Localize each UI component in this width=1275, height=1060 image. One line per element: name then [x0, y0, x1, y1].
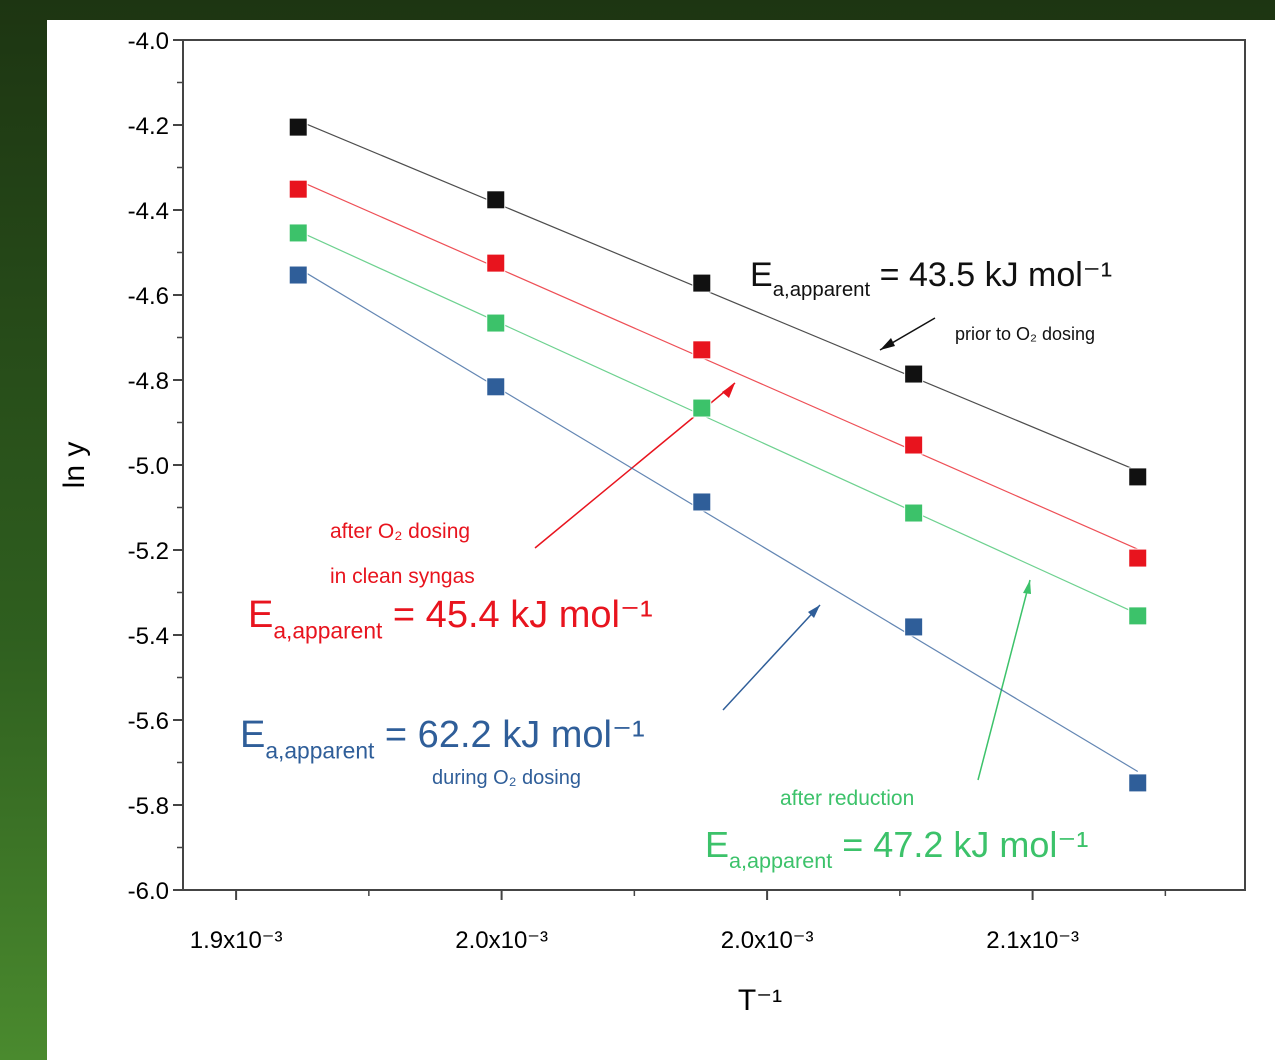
data-point [288, 117, 308, 137]
annotation-part: during O₂ dosing [432, 767, 581, 789]
annotation: Ea,apparent = 43.5 kJ mol⁻¹ [750, 256, 1112, 301]
annotation-part: = 43.5 kJ mol⁻¹ [870, 256, 1112, 294]
arrowhead [808, 605, 820, 618]
annotation-part: E [750, 256, 773, 294]
data-point [692, 273, 712, 293]
annotation: after reduction [780, 787, 914, 810]
annotation: Ea,apparent = 45.4 kJ mol⁻¹ [248, 594, 653, 643]
chart-panel [47, 20, 1275, 1060]
data-point [486, 377, 506, 397]
annotation: Ea,apparent = 62.2 kJ mol⁻¹ [240, 714, 645, 763]
y-tick-label: -4.0 [128, 28, 169, 55]
data-point [1128, 467, 1148, 487]
annotation-subscript: a,apparent [265, 737, 375, 763]
annotation: Ea,apparent = 47.2 kJ mol⁻¹ [705, 824, 1088, 873]
arrowheads [722, 338, 1031, 618]
data-point [904, 617, 924, 637]
x-tick-label: 1.9x10⁻³ [190, 927, 283, 954]
y-tick-label: -4.6 [128, 283, 169, 310]
fit-line [297, 267, 1139, 773]
x-tick-label: 2.1x10⁻³ [986, 927, 1079, 954]
arrow [722, 604, 821, 711]
annotation-part: after O₂ dosing [330, 520, 470, 543]
y-tick-label: -5.0 [128, 453, 169, 480]
annotation-subscript: a,apparent [729, 848, 832, 873]
data-point [1128, 606, 1148, 626]
x-tick-label: 2.0x10⁻³ [721, 927, 814, 954]
arrow [977, 579, 1031, 781]
arrowhead [1023, 580, 1031, 594]
annotation-part: = 45.4 kJ mol⁻¹ [382, 594, 652, 636]
y-axis-label: ln y [58, 442, 91, 489]
annotation-part: after reduction [780, 787, 914, 810]
y-tick-label: -5.8 [128, 793, 169, 820]
data-point [486, 313, 506, 333]
annotation-subscript: a,apparent [773, 279, 871, 301]
data-point [1128, 773, 1148, 793]
y-tick-label: -5.6 [128, 708, 169, 735]
annotation-part: E [705, 824, 729, 865]
y-tick-label: -4.2 [128, 113, 169, 140]
annotation-part: = 62.2 kJ mol⁻¹ [374, 714, 644, 756]
arrowhead [880, 338, 895, 350]
annotation: prior to O₂ dosing [955, 324, 1095, 344]
y-tick-label: -4.8 [128, 368, 169, 395]
annotation-subscript: a,apparent [273, 617, 383, 643]
y-tick-label: -6.0 [128, 878, 169, 905]
data-point [692, 492, 712, 512]
annotation: after O₂ dosing [330, 520, 470, 543]
data-point [288, 265, 308, 285]
data-point [904, 435, 924, 455]
annotation: in clean syngas [330, 565, 475, 588]
x-tick-label: 2.0x10⁻³ [455, 927, 548, 954]
data-point [288, 179, 308, 199]
annotation-part: prior to O₂ dosing [955, 324, 1095, 344]
y-tick-label: -5.2 [128, 538, 169, 565]
annotation: during O₂ dosing [432, 767, 581, 789]
data-point [904, 364, 924, 384]
annotation-part: in clean syngas [330, 565, 475, 588]
data-point [692, 398, 712, 418]
data-point [692, 340, 712, 360]
data-point [1128, 548, 1148, 568]
y-tick-label: -4.4 [128, 198, 169, 225]
annotation-part: E [248, 594, 273, 636]
y-tick-label: -5.4 [128, 623, 169, 650]
fit-line [297, 120, 1138, 472]
data-point [486, 190, 506, 210]
data-point [486, 253, 506, 273]
annotation-part: = 47.2 kJ mol⁻¹ [832, 824, 1088, 865]
x-axis-label: T⁻¹ [738, 984, 782, 1017]
arrowhead [722, 383, 735, 398]
data-point [904, 503, 924, 523]
annotation-part: E [240, 714, 265, 756]
data-point [288, 223, 308, 243]
fit-line [297, 179, 1138, 550]
fit-line [297, 230, 1138, 615]
